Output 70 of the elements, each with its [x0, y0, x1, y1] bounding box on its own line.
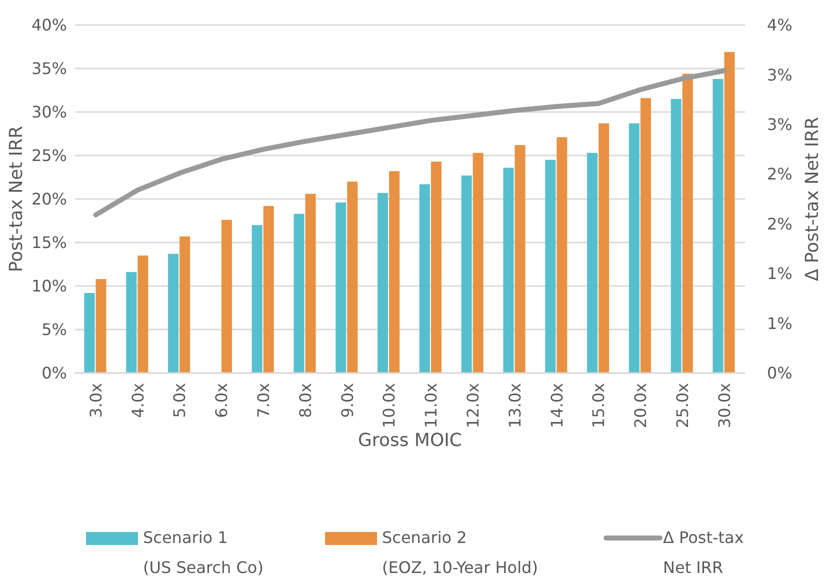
x-tick-label: 15.0x [589, 383, 608, 428]
x-tick-label: 6.0x [212, 383, 232, 418]
bar [126, 272, 137, 373]
y2-tick-label: 1% [767, 264, 792, 284]
y2-tick-label: 0% [767, 364, 792, 383]
x-tick-label: 30.0x [714, 383, 734, 428]
bar [640, 98, 651, 373]
x-tick-label: 14.0x [547, 383, 566, 428]
bar [587, 152, 598, 373]
bar [514, 145, 526, 373]
bar [263, 206, 274, 373]
y-tick-label: 20% [31, 190, 67, 209]
y-tick-label: 30% [31, 102, 67, 122]
y-tick-label: 10% [31, 276, 67, 296]
y-tick-label: 35% [31, 59, 67, 78]
legend-label: Δ Post-tax Net IRR [663, 528, 744, 577]
y-tick-label: 40% [31, 16, 67, 35]
bar [138, 256, 148, 373]
x-tick-label: 3.0x [86, 383, 106, 418]
y2-tick-label: 4% [767, 16, 792, 35]
bar [472, 152, 484, 373]
y2-tick-label: 3% [767, 115, 792, 134]
bar [724, 52, 735, 373]
y2-tick-label: 2% [767, 214, 792, 234]
bar [628, 123, 640, 373]
bar [168, 254, 179, 373]
x-tick-label: 5.0x [170, 383, 190, 418]
bar [503, 168, 514, 373]
bar [545, 160, 556, 373]
bar [598, 123, 610, 373]
x-tick-label: 11.0x [422, 383, 441, 428]
x-tick-label: 8.0x [296, 383, 315, 418]
x-tick-label: 25.0x [672, 383, 692, 428]
y2-axis-title: Δ Post-tax Net IRR [802, 116, 823, 282]
bar [682, 74, 693, 373]
legend-label: Scenario 2 (EOZ, 10-Year Hold) [382, 528, 538, 577]
bar [305, 194, 316, 373]
y-tick-label: 0% [42, 364, 67, 383]
y2-tick-label: 1% [767, 314, 792, 333]
bar [347, 182, 358, 373]
x-tick-label: 20.0x [631, 383, 650, 428]
y-tick-label: 15% [31, 233, 67, 252]
y-tick-label: 5% [42, 320, 67, 340]
bar [556, 137, 568, 373]
x-tick-label: 12.0x [463, 383, 482, 428]
bar [221, 220, 232, 373]
x-tick-label: 7.0x [254, 383, 273, 418]
y2-tick-label: 2% [767, 164, 792, 184]
bar [96, 279, 106, 373]
bar [670, 98, 682, 373]
x-tick-label: 10.0x [380, 383, 399, 428]
x-tick-label: 13.0x [505, 383, 524, 428]
bar [252, 225, 262, 373]
bar [180, 236, 190, 373]
bar [294, 214, 304, 373]
bar [336, 202, 346, 373]
bar [419, 184, 430, 373]
bar [712, 78, 724, 373]
y-tick-label: 25% [31, 146, 67, 166]
y-axis-title: Post-tax Net IRR [6, 126, 27, 272]
legend-label: Scenario 1 (US Search Co) [143, 528, 264, 577]
bar [430, 162, 442, 373]
x-tick-label: 9.0x [338, 383, 357, 418]
bar [461, 176, 472, 373]
x-tick-label: 4.0x [128, 383, 148, 418]
y2-tick-label: 3% [767, 65, 792, 84]
x-axis-title: Gross MOIC [358, 430, 462, 451]
bar [389, 171, 400, 373]
bar [84, 292, 95, 373]
bar [378, 192, 388, 373]
